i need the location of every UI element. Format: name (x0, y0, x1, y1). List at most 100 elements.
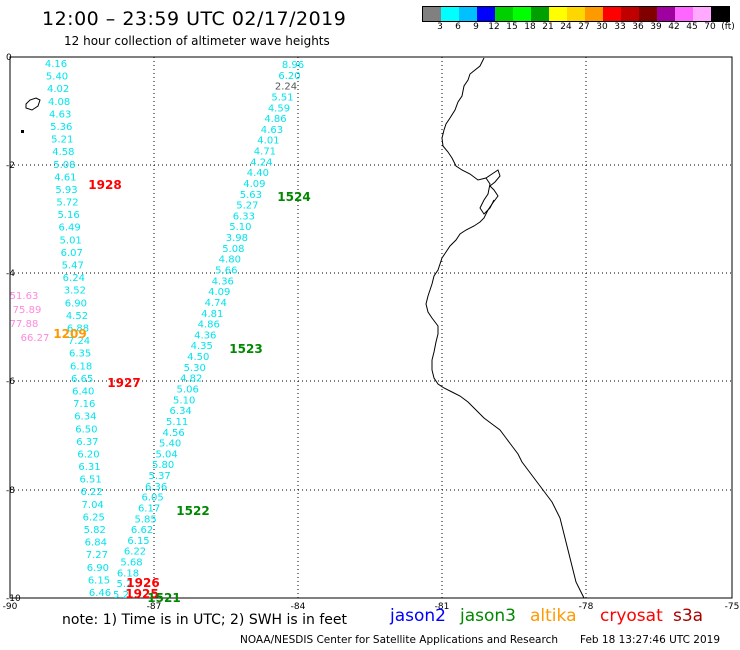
pass-time-label: 1521 (147, 591, 180, 605)
wave-height-value: 5.01 (60, 235, 82, 246)
color-swatch (549, 7, 567, 21)
pass-time-label: 1523 (229, 342, 262, 356)
wave-height-value: 4.16 (45, 59, 67, 70)
wave-height-value: 6.50 (75, 424, 97, 435)
wave-height-value: 4.59 (268, 103, 290, 114)
wave-height-value: 4.09 (208, 287, 230, 298)
color-swatch (675, 7, 693, 21)
wave-height-value: 6.05 (141, 493, 163, 504)
wave-height-value: 6.36 (145, 482, 167, 493)
color-scale-labels: 3 6 9 12 15 18 21 24 27 30 33 36 39 42 45 70 (ft) (422, 22, 735, 34)
color-scale-bar (422, 6, 730, 22)
wave-height-value: 3.98 (226, 233, 248, 244)
color-scale-label: 33 (614, 22, 626, 32)
y-tick-label: 0 (6, 53, 12, 63)
wave-height-value: 5.72 (56, 198, 78, 209)
island-small (21, 130, 24, 133)
color-swatch (459, 7, 477, 21)
y-tick-label: -2 (6, 161, 15, 171)
color-swatch (693, 7, 711, 21)
wave-height-value: 5.51 (271, 92, 293, 103)
island-outline (25, 97, 41, 111)
color-scale-label: 24 (560, 22, 572, 32)
wave-height-value: 5.93 (55, 185, 77, 196)
wave-height-value: 5.85 (134, 514, 156, 525)
color-scale-label: 9 (473, 22, 479, 32)
credit-line: NOAA/NESDIS Center for Satellite Applica… (240, 634, 558, 646)
wave-height-value: 6.34 (74, 412, 96, 423)
wave-height-value: 4.82 (180, 374, 202, 385)
wave-height-value: 5.06 (177, 384, 199, 395)
wave-height-value: 6.15 (127, 536, 149, 547)
wave-height-value: 4.01 (257, 136, 279, 147)
wave-height-value: 5.21 (51, 135, 73, 146)
wave-height-value: 4.36 (212, 276, 234, 287)
wave-height-value: 6.22 (80, 487, 102, 498)
wave-height-value: 6.15 (88, 575, 110, 586)
wave-height-value: 4.08 (48, 97, 70, 108)
wave-height-value: 6.31 (78, 462, 100, 473)
pass-time-label: 1524 (277, 190, 310, 204)
wave-height-value: 6.84 (85, 538, 107, 549)
wave-height-value: 6.90 (87, 563, 109, 574)
color-scale-label: 3 (437, 22, 443, 32)
pass-time-label: 1928 (88, 178, 121, 192)
wave-height-value: 5.63 (240, 190, 262, 201)
wave-height-value: 5.10 (173, 395, 195, 406)
wave-height-value: 4.52 (66, 311, 88, 322)
wave-height-value: 5.04 (155, 449, 177, 460)
wave-height-value: 5.08 (222, 244, 244, 255)
color-scale-label: 6 (455, 22, 461, 32)
wave-height-value: 4.56 (163, 428, 185, 439)
pass-time-label: 1925 (125, 587, 158, 601)
wave-height-value: 8.96 (282, 60, 304, 71)
wave-height-value: 5.30 (184, 363, 206, 374)
wave-height-value: 5.47 (62, 261, 84, 272)
y-tick-label: -6 (6, 377, 15, 387)
wave-height-value: 4.58 (52, 147, 74, 158)
generated-timestamp: Feb 18 13:27:46 UTC 2019 (580, 634, 720, 646)
x-tick-label: -90 (3, 602, 18, 612)
wave-height-value: 4.40 (247, 168, 269, 179)
wave-height-value: 5.11 (166, 417, 188, 428)
wave-height-value: 77.88 (10, 319, 39, 330)
wave-height-value: 3.52 (64, 286, 86, 297)
wave-height-value: 5.2 (113, 590, 129, 601)
wave-height-value: 4.81 (201, 309, 223, 320)
wave-height-value: 4.80 (219, 255, 241, 266)
pass-time-label: 1927 (107, 376, 140, 390)
wave-height-value: 5.66 (215, 266, 237, 277)
wave-height-value: 5.40 (46, 72, 68, 83)
wave-height-value: 6.37 (76, 437, 98, 448)
wave-height-value: 6.40 (72, 386, 94, 397)
color-scale-label: 70 (704, 22, 716, 32)
wave-height-value: 6.17 (138, 503, 160, 514)
color-swatch (513, 7, 531, 21)
wave-height-value: 5.68 (120, 558, 142, 569)
map-frame (9, 56, 733, 599)
wave-height-value: 6.35 (69, 349, 91, 360)
color-scale-label: (ft) (721, 22, 735, 32)
wave-height-value: 6.49 (58, 223, 80, 234)
wave-height-value: 6.18 (117, 568, 139, 579)
wave-height-value: 5.37 (148, 471, 170, 482)
wave-height-value: 6.24 (63, 273, 85, 284)
wave-height-value: 7.27 (86, 550, 108, 561)
pass-time-label: 1926 (126, 576, 159, 590)
pass-time-label: 1522 (176, 504, 209, 518)
wave-height-value: 4.50 (187, 352, 209, 363)
page-title: 12:00 – 23:59 UTC 02/17/2019 (42, 8, 347, 30)
coastline-inlet (479, 177, 495, 215)
wave-height-value: 6.33 (233, 211, 255, 222)
wave-height-value: 5.10 (229, 222, 251, 233)
satellite-legend-item: s3a (673, 606, 704, 626)
y-tick-label: -10 (6, 594, 21, 604)
wave-height-value: 6.88 (67, 324, 89, 335)
satellite-legend-item: cryosat (600, 606, 663, 626)
wave-height-value: 4.86 (198, 320, 220, 331)
wave-height-value: 4.63 (49, 109, 71, 120)
color-swatch (495, 7, 513, 21)
wave-height-value: 6.07 (61, 248, 83, 259)
wave-height-value: 4.36 (194, 330, 216, 341)
wave-height-value: 6.18 (70, 361, 92, 372)
